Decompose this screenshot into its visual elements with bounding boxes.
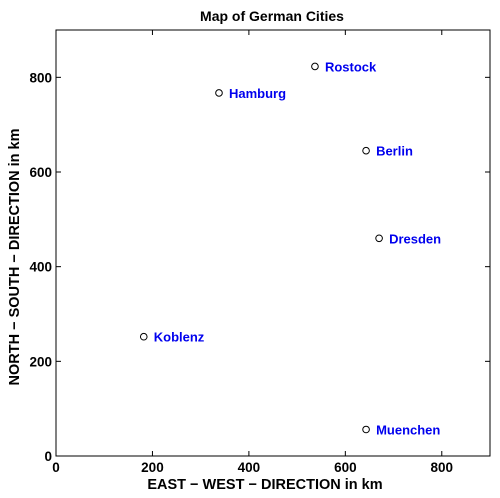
- y-axis: 0 200 400 600 800: [29, 70, 490, 464]
- y-tick-label: 600: [29, 165, 52, 180]
- data-point-label: Berlin: [376, 144, 413, 159]
- data-point-marker: [311, 62, 319, 71]
- data-point-label: Muenchen: [376, 422, 440, 437]
- data-point-marker: [362, 425, 370, 434]
- y-axis-title: NORTH − SOUTH − DIRECTION in km: [7, 129, 23, 386]
- data-point-label: Koblenz: [154, 330, 205, 345]
- x-tick-label: 400: [238, 460, 261, 475]
- data-point-label: Rostock: [325, 59, 377, 74]
- x-axis: 0 200 400 600 800: [52, 30, 453, 475]
- y-tick-label: 400: [29, 260, 52, 275]
- chart-title: Map of German Cities: [200, 8, 344, 24]
- x-tick-label: 200: [141, 460, 164, 475]
- x-tick-label: 600: [334, 460, 357, 475]
- x-tick-label: 800: [431, 460, 454, 475]
- x-axis-title: EAST − WEST − DIRECTION in km: [147, 477, 382, 493]
- data-point-marker: [139, 332, 148, 341]
- data-point-marker: [362, 146, 370, 155]
- data-point-label: Hamburg: [229, 86, 286, 101]
- plot-area-frame: [55, 29, 491, 457]
- data-point-marker: [215, 89, 223, 97]
- data-point-marker: [375, 234, 383, 243]
- y-tick-label: 0: [44, 449, 52, 464]
- x-tick-label: 0: [52, 460, 60, 475]
- data-point-label: Dresden: [389, 231, 441, 246]
- data-points: Rostock Hamburg Berlin Dresden Koblenz Muench…: [139, 59, 441, 437]
- y-tick-label: 200: [29, 354, 52, 369]
- y-tick-label: 800: [29, 70, 52, 85]
